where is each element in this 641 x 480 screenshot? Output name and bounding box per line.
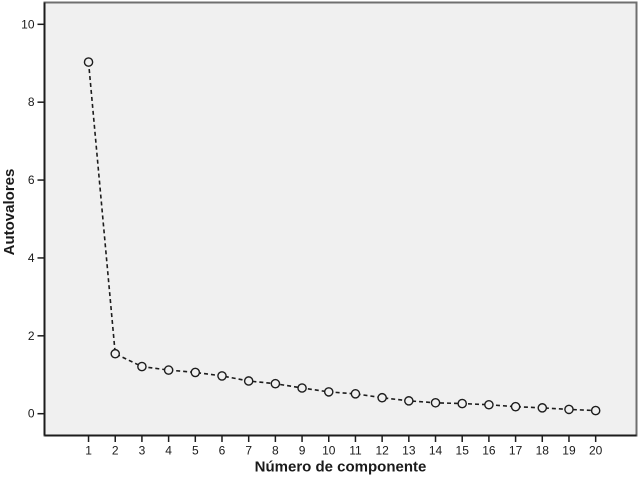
data-point [163, 365, 174, 375]
x-tick-label: 20 [589, 444, 603, 458]
data-point [270, 378, 281, 389]
data-point [243, 376, 254, 386]
x-tick-label: 9 [299, 444, 306, 458]
data-point [190, 367, 201, 378]
data-point [404, 396, 414, 406]
x-tick-label: 2 [112, 444, 119, 458]
y-tick-label: 4 [28, 251, 35, 265]
x-tick-label: 8 [272, 444, 279, 458]
x-tick-label: 16 [482, 444, 496, 458]
y-tick-label: 6 [28, 173, 35, 187]
x-tick-label: 15 [456, 444, 470, 458]
data-point [377, 392, 387, 403]
data-point [484, 399, 494, 410]
x-tick-label: 12 [375, 444, 389, 458]
x-tick-label: 14 [429, 444, 443, 458]
y-axis-title: Autovalores [1, 169, 18, 256]
y-tick-label: 0 [28, 407, 35, 421]
x-tick-label: 18 [536, 444, 550, 458]
y-tick-label: 8 [28, 95, 35, 109]
y-tick-label: 10 [21, 17, 35, 31]
data-point [297, 383, 307, 393]
x-tick-label: 5 [192, 444, 199, 458]
data-point [564, 404, 574, 415]
data-point [537, 403, 548, 413]
data-point [217, 371, 227, 381]
data-point [137, 361, 147, 372]
x-tick-label: 4 [165, 444, 172, 458]
x-tick-label: 6 [219, 444, 226, 458]
x-tick-label: 10 [322, 444, 336, 458]
data-point [430, 397, 441, 408]
x-tick-label: 13 [402, 444, 416, 458]
scree-markers [83, 57, 601, 416]
data-point [590, 405, 601, 416]
data-point [323, 387, 334, 397]
data-point [510, 401, 521, 412]
x-axis-title: Número de componente [255, 459, 427, 476]
data-point [110, 348, 121, 359]
x-tick-label: 19 [562, 444, 576, 458]
y-tick-label: 2 [28, 329, 35, 343]
x-tick-label: 1 [85, 444, 92, 458]
x-tick-label: 17 [509, 444, 523, 458]
plot-panel [43, 1, 638, 437]
data-point [83, 57, 94, 67]
data-point [350, 389, 361, 399]
y-axis-ticks: 0 2 4 6 8 10 [21, 17, 45, 421]
x-tick-label: 3 [139, 444, 146, 458]
x-axis-ticks: 1 2 3 4 5 6 7 8 9 10 11 12 13 14 15 16 17 18 19 20 [85, 435, 603, 458]
x-tick-label: 11 [349, 444, 362, 458]
x-tick-label: 7 [245, 444, 252, 458]
data-point [457, 398, 468, 409]
